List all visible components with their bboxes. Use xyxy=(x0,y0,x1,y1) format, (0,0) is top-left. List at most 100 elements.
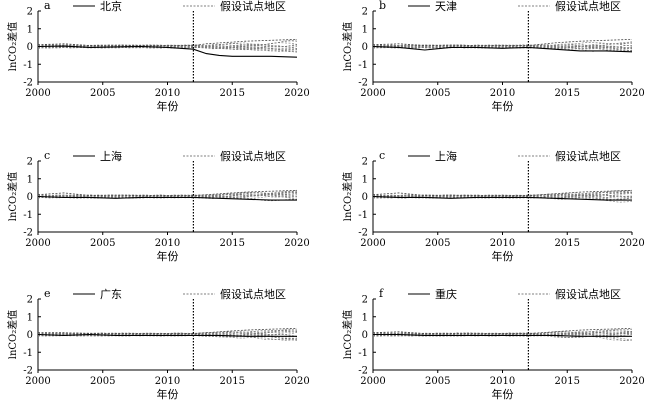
x-axis-label: 年份 xyxy=(492,99,514,113)
x-tick-label: 2015 xyxy=(220,376,245,387)
x-tick-label: 2000 xyxy=(25,88,50,99)
y-tick-label: -2 xyxy=(23,366,33,377)
panel-letter: b xyxy=(379,0,386,12)
y-tick-label: 1 xyxy=(362,312,368,323)
y-tick-label: -1 xyxy=(358,348,368,359)
legend-region-label: 重庆 xyxy=(435,287,457,301)
placebo-line xyxy=(373,192,632,199)
x-tick-label: 2015 xyxy=(555,376,580,387)
y-axis-label: lnCO₂差值 xyxy=(6,172,19,222)
legend-region-label: 广东 xyxy=(100,288,122,301)
x-tick-label: 2005 xyxy=(90,88,115,99)
y-tick-label: 1 xyxy=(27,312,33,323)
plot-area xyxy=(373,327,632,341)
legend-pseudo-label: 假设试点地区 xyxy=(555,149,621,163)
x-tick-label: 2020 xyxy=(284,238,309,249)
x-axis-label: 年份 xyxy=(157,249,179,263)
y-tick-label: 0 xyxy=(362,330,368,341)
y-tick-label: -2 xyxy=(358,228,368,239)
x-tick-label: 2000 xyxy=(25,238,50,249)
y-tick-label: 2 xyxy=(362,157,368,168)
y-tick-label: 1 xyxy=(362,24,368,35)
series-line-region xyxy=(38,195,297,201)
plot-area xyxy=(38,189,297,202)
series-line-pseudo xyxy=(38,327,297,335)
y-tick-label: -2 xyxy=(23,228,33,239)
legend-region-label: 天津 xyxy=(435,0,457,13)
y-axis-label: lnCO₂差值 xyxy=(6,310,19,360)
x-tick-label: 2010 xyxy=(155,88,180,99)
plot-area xyxy=(38,39,297,58)
x-tick-label: 2010 xyxy=(490,376,515,387)
placebo-line xyxy=(373,44,632,52)
panel-letter: e xyxy=(44,287,51,300)
series-line-region xyxy=(38,333,297,337)
y-tick-label: -2 xyxy=(23,78,33,89)
x-tick-label: 2000 xyxy=(25,376,50,387)
y-tick-label: -1 xyxy=(358,210,368,221)
y-axis-label: lnCO₂差值 xyxy=(6,22,19,72)
series-line-pseudo xyxy=(373,327,632,335)
x-tick-label: 2000 xyxy=(360,238,385,249)
panel-letter: a xyxy=(44,0,51,12)
legend-region-label: 上海 xyxy=(100,149,122,163)
y-tick-label: 0 xyxy=(27,330,33,341)
panel-e-4: -2 -1 0 1 2 2000 2005 2010 2015 2020 年份 lnCO₂差值 e 广东 假… xyxy=(6,287,310,401)
y-tick-label: -2 xyxy=(358,366,368,377)
x-tick-label: 2020 xyxy=(619,88,644,99)
x-axis-label: 年份 xyxy=(492,249,514,263)
y-tick-label: 2 xyxy=(27,295,33,306)
series-line-region xyxy=(38,45,297,58)
y-tick-label: -1 xyxy=(23,210,33,221)
series-line-pseudo xyxy=(38,189,297,197)
plot-area xyxy=(373,39,632,53)
series-line-region xyxy=(373,195,632,201)
x-tick-label: 2010 xyxy=(155,238,180,249)
plot-area xyxy=(373,189,632,203)
panel-b-1: -2 -1 0 1 2 2000 2005 2010 2015 2020 年份 lnCO₂差值 b 天津 假… xyxy=(341,0,645,113)
y-tick-label: -1 xyxy=(23,348,33,359)
x-tick-label: 2005 xyxy=(90,238,115,249)
y-tick-label: 2 xyxy=(27,7,33,18)
x-tick-label: 2010 xyxy=(490,88,515,99)
x-tick-label: 2010 xyxy=(155,376,180,387)
y-tick-label: -1 xyxy=(358,60,368,71)
panel-c-3: -2 -1 0 1 2 2000 2005 2010 2015 2020 年份 lnCO₂差值 c 上海 假… xyxy=(341,149,645,263)
x-tick-label: 2005 xyxy=(90,376,115,387)
y-axis-label: lnCO₂差值 xyxy=(341,310,354,360)
x-tick-label: 2015 xyxy=(220,88,245,99)
x-tick-label: 2020 xyxy=(284,88,309,99)
x-tick-label: 2015 xyxy=(220,238,245,249)
x-tick-label: 2005 xyxy=(425,376,450,387)
x-axis-label: 年份 xyxy=(157,99,179,113)
y-tick-label: 0 xyxy=(27,192,33,203)
x-tick-label: 2005 xyxy=(425,88,450,99)
series-line-pseudo xyxy=(373,39,632,47)
panel-a-0: -2 -1 0 1 2 2000 2005 2010 2015 2020 年份 lnCO₂差值 a 北京 假… xyxy=(6,0,310,113)
y-tick-label: 2 xyxy=(362,7,368,18)
legend-pseudo-label: 假设试点地区 xyxy=(555,287,621,301)
x-tick-label: 2015 xyxy=(555,88,580,99)
y-tick-label: 0 xyxy=(362,192,368,203)
panel-f-5: -2 -1 0 1 2 2000 2005 2010 2015 2020 年份 lnCO₂差值 f 重庆 假… xyxy=(341,287,645,401)
panel-letter: c xyxy=(379,149,385,162)
x-axis-label: 年份 xyxy=(492,387,514,401)
y-tick-label: 0 xyxy=(362,42,368,53)
y-tick-label: 2 xyxy=(362,295,368,306)
plot-area xyxy=(38,327,297,341)
x-tick-label: 2005 xyxy=(425,238,450,249)
legend-pseudo-label: 假设试点地区 xyxy=(555,0,621,13)
panel-letter: c xyxy=(44,149,50,162)
x-tick-label: 2000 xyxy=(360,88,385,99)
y-tick-label: 1 xyxy=(362,174,368,185)
y-tick-label: -2 xyxy=(358,78,368,89)
legend-region-label: 上海 xyxy=(435,149,457,163)
y-tick-label: 1 xyxy=(27,174,33,185)
y-tick-label: 1 xyxy=(27,24,33,35)
legend-pseudo-label: 假设试点地区 xyxy=(220,287,286,301)
series-line-region xyxy=(373,333,632,337)
x-tick-label: 2015 xyxy=(555,238,580,249)
y-axis-label: lnCO₂差值 xyxy=(341,22,354,72)
x-tick-label: 2010 xyxy=(490,238,515,249)
